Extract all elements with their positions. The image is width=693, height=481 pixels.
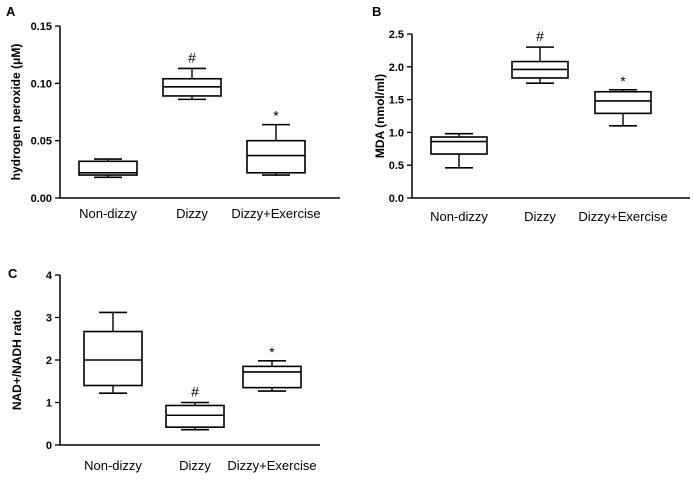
y-tick-label: 2.0 [389,62,404,74]
box-body [430,136,488,155]
box-dizzy-exercise: * [242,344,302,392]
box-dizzy-exercise: * [246,108,306,176]
x-category-label: Dizzy+Exercise [578,209,667,224]
y-axis-label: hydrogen peroxide (μM) [9,44,23,181]
box-body [78,160,138,176]
y-tick-label: 0.10 [31,78,52,90]
box-body [165,404,225,428]
box-non-dizzy [78,158,138,179]
panel-c: C NAD+/NADH ratio 0 1 2 3 4 Non-dizzy # Dizzy * Diz… [8,266,320,473]
box-dizzy: # [511,28,569,84]
box-body [83,330,143,387]
x-category-label: Dizzy+Exercise [231,206,320,221]
y-axis-label: MDA (nmol/ml) [373,74,387,158]
significance-hash: # [536,28,544,44]
y-tick-label: 1.0 [389,127,404,139]
box-body [246,139,306,174]
panel-letter: A [6,4,16,19]
box-non-dizzy [430,132,488,169]
y-tick-label: 0.00 [31,193,52,205]
box-body [594,90,652,115]
x-category-label: Non-dizzy [79,206,137,221]
box-body [242,365,302,389]
panel-b: B MDA (nmol/ml) 0.0 0.5 1.0 1.5 2.0 2.5 Non-dizz… [372,4,690,224]
panel-letter: B [372,4,381,19]
y-tick-label: 2 [46,355,52,367]
x-category-label: Non-dizzy [430,209,488,224]
x-category-label: Dizzy [179,458,211,473]
significance-hash: # [188,49,196,65]
y-tick-label: 0.15 [31,21,52,33]
y-tick-label: 1 [46,398,52,410]
y-tick-label: 4 [46,270,53,282]
x-category-label: Dizzy [176,206,208,221]
significance-star: * [620,73,626,89]
x-category-label: Dizzy [524,209,556,224]
y-tick-label: 0.05 [31,136,52,148]
x-category-label: Non-dizzy [84,458,142,473]
y-tick-label: 1.5 [389,95,404,107]
panel-letter: C [8,266,18,281]
y-tick-label: 0 [46,440,52,452]
y-tick-label: 0.5 [389,160,404,172]
y-tick-label: 3 [46,313,52,325]
significance-hash: # [191,384,199,400]
box-dizzy-exercise: * [594,73,652,127]
y-tick-label: 0.0 [389,193,404,205]
box-dizzy: # [165,384,225,431]
y-tick-label: 2.5 [389,29,404,41]
x-category-label: Dizzy+Exercise [227,458,316,473]
box-non-dizzy [83,311,143,394]
significance-star: * [269,344,275,360]
y-axis-label: NAD+/NADH ratio [10,310,24,410]
significance-star: * [273,108,279,124]
box-dizzy: # [162,49,222,101]
